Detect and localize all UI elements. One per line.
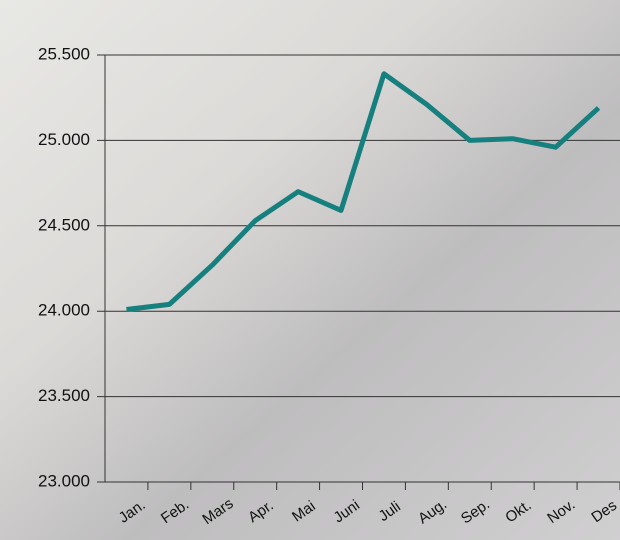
y-tick-label: 25.000 [38,130,90,149]
y-tick-label: 23.000 [38,471,90,490]
background-overlay [0,0,620,540]
chart: 23.00023.50024.00024.50025.00025.500Jan.… [0,0,620,540]
y-tick-label: 23.500 [38,386,90,405]
y-tick-label: 24.500 [38,215,90,234]
y-tick-label: 25.500 [38,44,90,63]
y-tick-label: 24.000 [38,301,90,320]
